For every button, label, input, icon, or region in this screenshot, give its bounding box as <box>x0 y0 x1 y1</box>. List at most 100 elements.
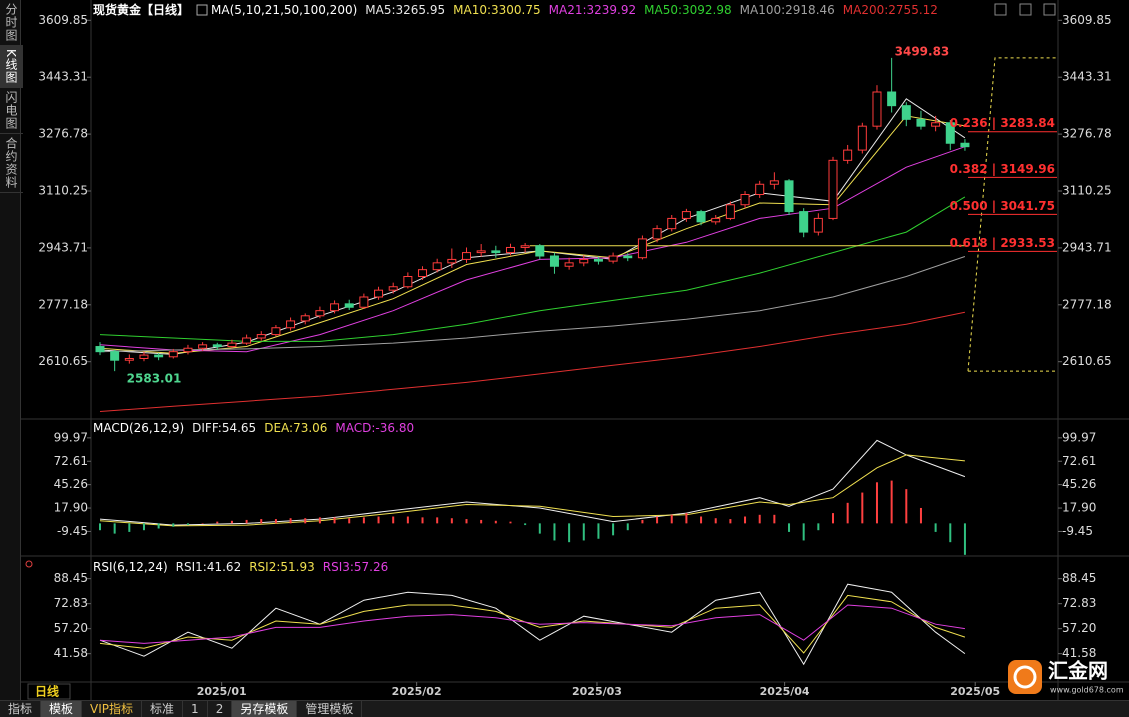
x-tick-label: 2025/04 <box>760 685 810 698</box>
candle-body <box>945 122 955 144</box>
macd-bar <box>758 514 761 524</box>
button[interactable] <box>994 3 1007 16</box>
legend-entry: MA50:3092.98 <box>644 3 732 17</box>
tab[interactable]: 合约资料 <box>0 134 23 193</box>
y-tick-label-right: -9.45 <box>1062 524 1093 538</box>
indicator-line <box>99 439 966 526</box>
period-box[interactable] <box>27 683 71 700</box>
y-tick-label: 45.26 <box>54 477 88 491</box>
candle-body <box>168 351 178 358</box>
macd-bar <box>99 523 101 531</box>
macd-bar <box>817 523 820 531</box>
chart: 汇金网 www.gold678.com 日线 3609.85 3609.85 344… <box>20 0 1129 700</box>
candle-body <box>403 276 413 288</box>
rsi-icon <box>25 560 33 568</box>
panel-header: 现货黄金【日线】 MA(5,10,21,50,100,200) MA5:3265.9… <box>93 2 938 17</box>
tab[interactable]: 分时图 <box>0 0 23 46</box>
macd-bar <box>172 523 175 527</box>
legend-entry: MA10:3300.75 <box>453 3 541 17</box>
candle-body <box>256 334 266 339</box>
toolbar-button[interactable]: 标准 <box>142 701 184 717</box>
toolbar-button[interactable]: 指标 <box>0 701 42 717</box>
toolbar-button[interactable]: 另存模板 <box>232 701 298 717</box>
macd-bar <box>890 480 893 524</box>
candle-body <box>432 262 442 271</box>
y-tick-label: 72.61 <box>54 454 88 468</box>
window-buttons[interactable] <box>994 3 1056 16</box>
fib-label: 0.236 | 3283.84 <box>950 116 1055 130</box>
indicator-line <box>99 583 966 666</box>
macd-bar <box>216 521 219 524</box>
candle-body <box>535 245 545 257</box>
macd-bar <box>729 519 732 524</box>
indicator-line <box>99 256 966 353</box>
macd-bar <box>245 519 248 524</box>
y-tick-label: 41.58 <box>54 646 88 660</box>
candle-body <box>183 347 193 353</box>
period[interactable]: 日线 <box>35 684 59 699</box>
macd-bar <box>113 523 116 534</box>
legend-entry: RSI1:41.62 <box>176 560 242 574</box>
x-tick-label: 2025/01 <box>197 685 247 698</box>
candle-body <box>359 296 369 308</box>
y-tick-label: 72.83 <box>54 596 88 610</box>
macd-bar <box>773 514 776 524</box>
indicator-label: MA(5,10,21,50,100,200) <box>211 3 357 17</box>
tab[interactable]: 闪电图 <box>0 88 23 134</box>
candle-body <box>725 204 735 219</box>
panel-header: RSI(6,12,24) RSI1:41.62 RSI2:51.93 RSI3:57.… <box>93 560 388 574</box>
logo-name: 汇金网 <box>1048 659 1108 683</box>
macd-bar <box>802 523 805 541</box>
macd-bar <box>304 518 307 524</box>
candle-body <box>300 315 310 322</box>
candle-body <box>667 217 677 230</box>
macd-bar <box>612 523 615 536</box>
macd-bar <box>626 523 629 531</box>
candle-body <box>769 180 779 185</box>
macd-bar <box>861 492 864 524</box>
macd-bar <box>465 519 468 524</box>
candle-body <box>315 310 325 317</box>
toolbar-button[interactable]: 2 <box>208 701 233 717</box>
indicator-icon <box>196 4 208 16</box>
macd-bar <box>128 523 131 532</box>
macd-bar <box>582 523 585 541</box>
macd-bar <box>788 523 791 532</box>
macd-bar <box>832 513 834 524</box>
toolbar-button[interactable]: 模板 <box>41 701 83 717</box>
x-tick-label: 2025/03 <box>572 685 622 698</box>
candle-body <box>872 91 882 127</box>
indicator-line <box>99 594 966 654</box>
y-tick-label-right: 99.97 <box>1062 430 1096 444</box>
y-tick-label: 3443.31 <box>38 70 88 84</box>
macd-bar <box>186 523 189 526</box>
candle-body <box>462 252 471 260</box>
macd-bar <box>201 523 204 524</box>
candle-body <box>139 354 149 360</box>
fib-frame <box>967 57 1057 372</box>
toolbar: 指标 模板 VIP指标 标准 1 2 另存模板 管理模板 <box>0 700 1129 717</box>
logo-icon <box>1008 660 1042 694</box>
y-tick-label: 2610.65 <box>38 354 88 368</box>
toolbar-button[interactable]: 1 <box>183 701 208 717</box>
button[interactable] <box>1019 3 1032 16</box>
macd-bar <box>348 518 351 524</box>
y-tick-label-right: 3609.85 <box>1062 13 1112 27</box>
candle-body <box>491 250 501 254</box>
macd-bar <box>260 519 263 524</box>
candle-body <box>286 320 296 329</box>
legend-entry: MA100:2918.46 <box>740 3 835 17</box>
toolbar-button[interactable]: 管理模板 <box>297 701 363 717</box>
candle-body <box>608 255 618 262</box>
macd-bar <box>656 516 659 524</box>
candle-body <box>418 269 428 277</box>
candle-body <box>579 258 589 264</box>
tab[interactable]: K线图 <box>0 46 23 88</box>
x-tick-label: 2025/05 <box>950 685 1000 698</box>
button[interactable] <box>1043 3 1056 16</box>
y-tick-label: 2777.18 <box>38 297 88 311</box>
indicator-line <box>99 115 965 354</box>
toolbar-button[interactable]: VIP指标 <box>82 701 143 717</box>
candle-body <box>652 228 662 240</box>
candle-body <box>799 211 809 233</box>
